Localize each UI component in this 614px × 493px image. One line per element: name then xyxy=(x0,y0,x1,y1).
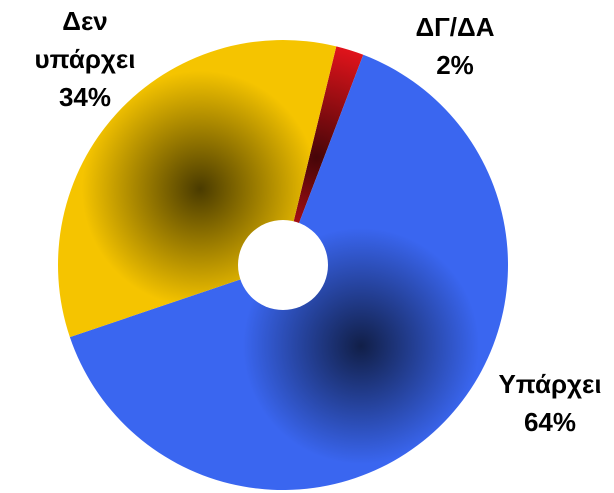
category-label: Δεν υπάρχει xyxy=(34,6,136,74)
value-label: 34% xyxy=(58,82,112,112)
category-label: ΔΓ/ΔΑ xyxy=(415,12,495,42)
donut-hole xyxy=(238,220,328,310)
value-label: 64% xyxy=(523,407,577,437)
slice-label: Δεν υπάρχει 34% xyxy=(20,2,150,116)
value-label: 2% xyxy=(436,50,474,80)
slice-label: Υπάρχει 64% xyxy=(485,365,614,441)
pie-slice xyxy=(283,46,364,266)
slice-label: ΔΓ/ΔΑ 2% xyxy=(385,8,525,84)
category-label: Υπάρχει xyxy=(498,369,602,399)
